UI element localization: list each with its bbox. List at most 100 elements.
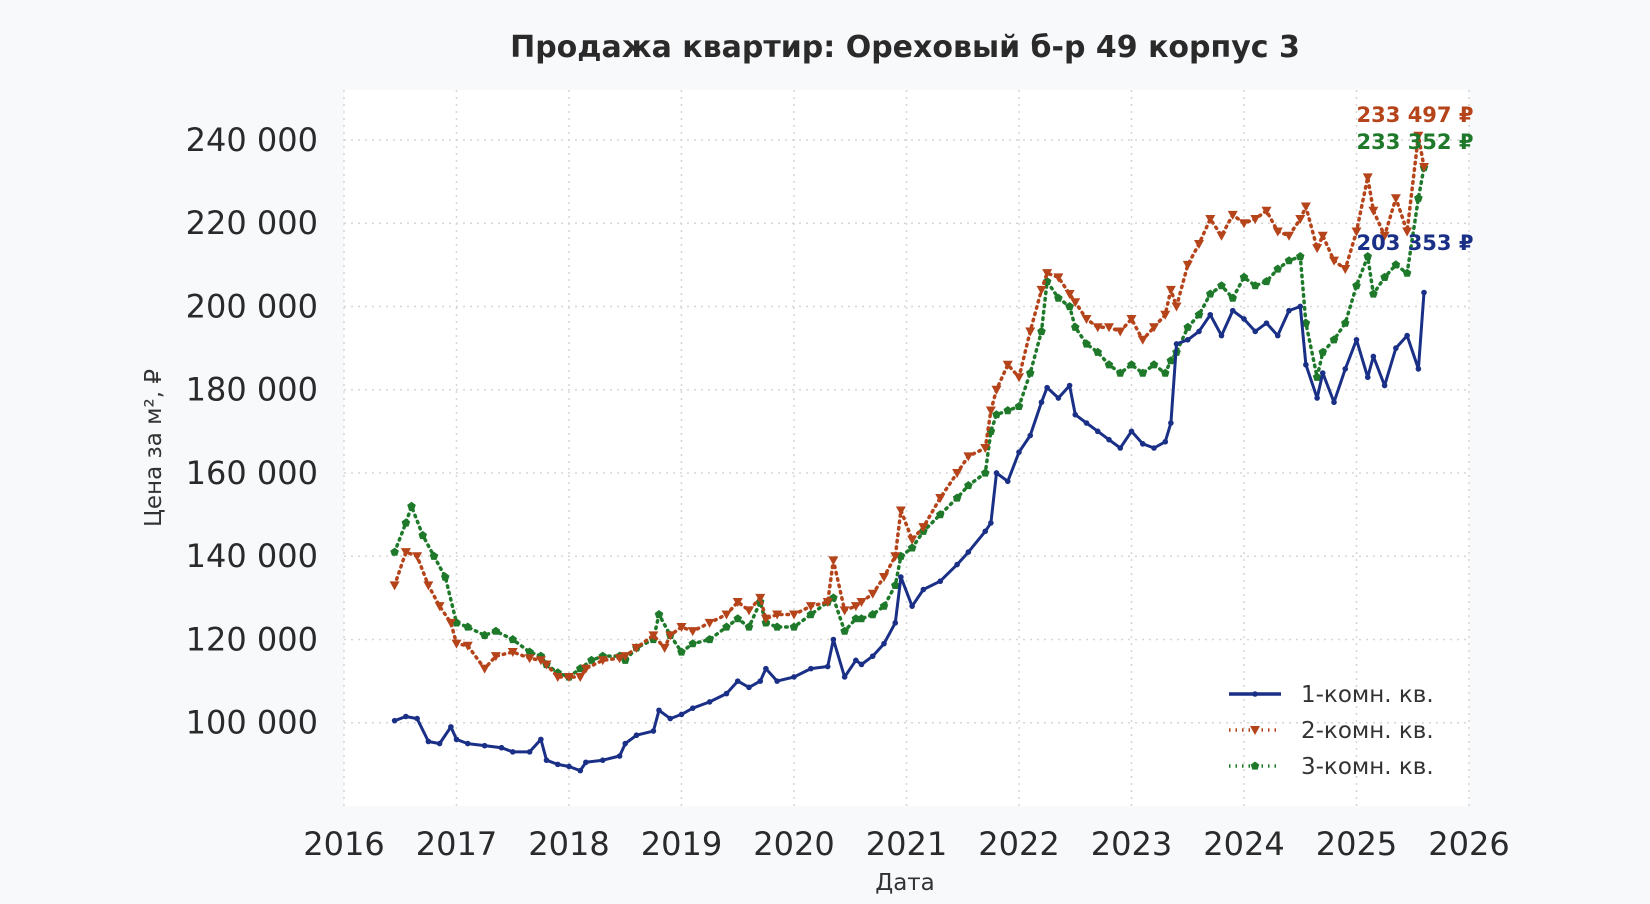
data-point [909,603,915,609]
data-point [566,763,572,770]
data-point [1368,206,1379,216]
y-tick-label: 120 000 [186,620,318,658]
data-point [622,740,629,747]
data-point [1165,285,1176,295]
data-point [789,610,799,620]
data-point [988,520,994,526]
data-point [858,661,865,668]
data-point [1117,445,1124,451]
data-point [1171,302,1182,312]
data-point [631,643,642,653]
data-point [1329,256,1339,266]
data-point [1391,260,1401,269]
data-point [1261,206,1272,216]
data-point [1160,310,1171,320]
data-point [1025,327,1036,337]
data-point [1301,318,1311,327]
data-point [1251,281,1260,290]
x-tick-label: 2018 [528,825,609,863]
data-point [425,738,432,745]
data-point [772,622,782,631]
data-point [564,672,574,682]
data-point [907,535,918,545]
data-point [525,647,534,656]
data-point [964,481,973,490]
data-point [1037,326,1046,336]
data-point [879,573,889,583]
data-point [895,506,906,516]
data-point [744,606,754,616]
data-point [1393,345,1399,351]
data-point [1312,244,1323,254]
data-point [1239,219,1249,229]
data-point [587,655,596,664]
data-point [1218,332,1225,339]
data-point [981,468,990,477]
data-point [436,740,443,747]
data-point [1369,289,1378,298]
data-point [1239,272,1249,281]
data-point [1002,360,1013,370]
data-point [678,711,685,718]
y-axis-ticks: 100 000 120 000 140 000 160 000 180 000 200 0… [186,121,318,742]
data-point [1331,399,1337,406]
data-point [1205,215,1216,225]
data-point [1044,384,1050,391]
data-point [423,581,434,591]
data-point [1297,303,1304,310]
data-point [1053,273,1064,283]
data-point [891,580,900,589]
data-point [936,510,945,519]
data-point [1138,368,1147,377]
data-point [1303,361,1309,368]
data-point [656,707,662,714]
data-point [1083,420,1090,426]
data-point [1207,311,1214,318]
legend-label: 2-комн. кв. [1301,718,1434,744]
data-point [538,736,544,743]
data-point [1402,227,1413,237]
series-1 [391,289,1427,774]
data-point [507,647,518,657]
data-point [1106,436,1112,443]
data-point [869,653,876,659]
data-point [805,602,816,612]
data-point [577,767,584,774]
data-point [1093,347,1102,356]
x-tick-label: 2016 [303,825,384,863]
data-point [1066,382,1073,389]
data-point [723,690,730,697]
x-tick-label: 2021 [866,825,947,863]
grid [343,90,1470,806]
x-tick-label: 2023 [1091,825,1172,863]
y-axis-label: Цена за м², ₽ [141,369,167,527]
data-point [407,501,416,510]
data-point [705,635,714,644]
data-point [1379,231,1390,241]
data-point [1402,268,1412,277]
y-tick-label: 100 000 [186,704,318,742]
data-point [1381,382,1388,389]
data-point [935,493,946,503]
data-point [479,664,490,674]
data-point [1116,368,1125,377]
data-point [822,598,833,608]
data-point [1072,411,1079,418]
series-2 [389,131,1429,682]
data-point [937,578,944,585]
data-point [732,598,743,608]
data-point [1161,368,1170,377]
data-point [952,468,963,478]
data-point [1340,265,1351,274]
data-point [1329,335,1339,344]
data-point [1149,323,1159,333]
series-group [389,131,1429,774]
data-point [830,636,837,643]
data-point [965,549,972,555]
data-point [650,728,657,734]
data-point [1149,360,1159,369]
x-tick-label: 2020 [753,825,834,863]
legend: 1-комн. кв. 2-комн. кв. 3-комн. кв. [1229,682,1434,780]
data-point [418,530,427,540]
